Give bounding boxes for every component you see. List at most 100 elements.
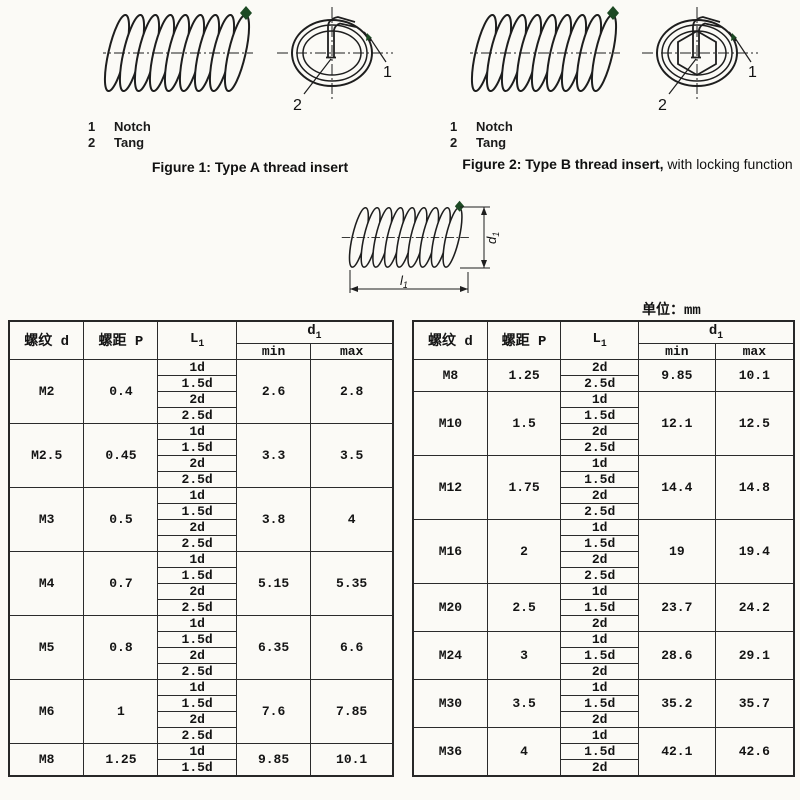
- table-row: 1.5d: [9, 502, 393, 520]
- length-cell: 1d: [560, 518, 640, 536]
- table-row: M4 0.7 1d 5.15 5.35: [8, 550, 394, 616]
- d1-max-cell: 5.35: [310, 550, 394, 616]
- legend-num: 1: [450, 119, 458, 134]
- table-row: 1.5d: [413, 694, 794, 712]
- d1-max-cell: 10.1: [310, 742, 394, 776]
- length-cell: 2.5d: [157, 470, 237, 488]
- length-cell: 1.5d: [157, 566, 237, 584]
- d1-max-cell: 29.1: [714, 630, 795, 680]
- length-cell: 1d: [157, 614, 237, 632]
- spec-table-left: 螺纹 d 螺距 P L1 d1 min max M2 0.4 1d 2.6 2.8 1.5…: [8, 320, 394, 777]
- length-cell: 1.5d: [560, 598, 640, 616]
- d1-max-cell: 12.5: [714, 390, 795, 456]
- table-row: M8 1.25 2d 9.85 10.1: [412, 358, 795, 392]
- length-cell: 1.5d: [157, 630, 237, 648]
- table-row: M36 4 1d 42.1 42.6: [412, 726, 795, 776]
- thread-cell: M20: [412, 582, 488, 632]
- d1-max-cell: 6.6: [310, 614, 394, 680]
- table-row: M5 0.8 1d 6.35 6.6: [8, 614, 394, 680]
- table-row: 2d: [413, 486, 794, 504]
- pitch-cell: 0.45: [83, 422, 159, 488]
- table-row: 2d: [413, 662, 794, 680]
- length-cell: 1.5d: [157, 438, 237, 456]
- spec-table-right: 螺纹 d 螺距 P L1 d1 min max M8 1.25 2d 9.85 10.1…: [412, 320, 795, 777]
- pitch-cell: 1.5: [486, 390, 562, 456]
- pitch-cell: 2: [486, 518, 562, 584]
- col-header-max: max: [310, 342, 394, 360]
- table-row: M8 1.25 1d 9.85 10.1: [8, 742, 394, 776]
- d1-min-cell: 14.4: [638, 454, 716, 520]
- table-row: 1.5d: [9, 758, 393, 776]
- table-row: M30 3.5 1d 35.2 35.7: [412, 678, 795, 728]
- length-cell: 1d: [157, 358, 237, 376]
- length-cell: 1d: [560, 678, 640, 696]
- length-cell: 2.5d: [157, 726, 237, 744]
- d1-max-cell: 35.7: [714, 678, 795, 728]
- table-row: M6 1 1d 7.6 7.85: [8, 678, 394, 744]
- pitch-cell: 1.75: [486, 454, 562, 520]
- table-row: 2d: [413, 614, 794, 632]
- length-cell: 2d: [560, 614, 640, 632]
- fig2-callout-notch-label: 1: [748, 64, 757, 81]
- length-cell: 1.5d: [560, 470, 640, 488]
- thread-cell: M2.5: [8, 422, 85, 488]
- length-cell: 2.5d: [560, 566, 640, 584]
- table-row: M2 0.4 1d 2.6 2.8: [8, 358, 394, 424]
- thread-cell: M2: [8, 358, 85, 424]
- dimension-figure-drawing: d1 l1: [340, 199, 501, 293]
- fig2-caption: Figure 2: Type B thread insert, with loc…: [455, 157, 800, 172]
- length-cell: 2d: [157, 582, 237, 600]
- dimension-arrowheads: [350, 207, 487, 292]
- length-cell: 1d: [560, 726, 640, 744]
- fig1-callout-notch-label: 1: [383, 64, 392, 81]
- table-row: M24 3 1d 28.6 29.1: [412, 630, 795, 680]
- length-cell: 2d: [157, 454, 237, 472]
- d1-max-cell: 4: [310, 486, 394, 552]
- length-cell: 2.5d: [157, 662, 237, 680]
- col-header-d1: d1: [638, 320, 795, 344]
- length-cell: 1.5d: [157, 694, 237, 712]
- length-cell: 2.5d: [157, 406, 237, 424]
- col-header-d1: d1: [235, 320, 394, 344]
- length-cell: 2d: [560, 710, 640, 728]
- col-header-length: L1: [560, 320, 640, 360]
- col-header-max: max: [714, 342, 795, 360]
- pitch-cell: 1.25: [83, 742, 159, 776]
- d1-min-cell: 23.7: [638, 582, 716, 632]
- d1-max-cell: 14.8: [714, 454, 795, 520]
- table-row: 1.5d: [413, 742, 794, 760]
- pitch-cell: 0.7: [83, 550, 159, 616]
- d1-min-cell: 5.15: [235, 550, 312, 616]
- pitch-cell: 0.8: [83, 614, 159, 680]
- fig2-caption-bold: Figure 2: Type B thread insert,: [462, 156, 664, 172]
- col-header-thread: 螺纹 d: [8, 320, 85, 360]
- fig2-coil-drawing: [470, 5, 620, 94]
- table-row: M10 1.5 1d 12.1 12.5: [412, 390, 795, 456]
- length-cell: 2d: [157, 646, 237, 664]
- legend-item: 1 Notch: [450, 119, 513, 135]
- spec-table-right-body: M8 1.25 2d 9.85 10.1 2.5d M10 1.5 1d 12.1 12.5 1.5d…: [412, 358, 795, 776]
- table-row: 2d: [413, 422, 794, 440]
- fig1-ring-drawing: 1 2: [276, 6, 394, 114]
- pitch-cell: 4: [486, 726, 562, 776]
- legend-num: 2: [450, 135, 458, 150]
- dimension-lines: [349, 206, 490, 293]
- length-cell: 1d: [560, 630, 640, 648]
- legend-label: Tang: [114, 135, 145, 150]
- length-cell: 2.5d: [560, 374, 640, 392]
- table-row: 2.5d: [9, 726, 393, 744]
- legend-label: Notch: [114, 119, 151, 134]
- table-row: M12 1.75 1d 14.4 14.8: [412, 454, 795, 520]
- dim-d1-label: d1: [484, 232, 501, 244]
- fig2-legend: 1 Notch 2 Tang: [450, 119, 513, 151]
- col-header-length: L1: [157, 320, 237, 360]
- col-header-pitch: 螺距 P: [83, 320, 159, 360]
- thread-cell: M8: [412, 358, 488, 392]
- fig2-callout-tang-label: 2: [658, 97, 667, 114]
- col-header-min: min: [235, 342, 312, 360]
- length-cell: 1.5d: [560, 534, 640, 552]
- length-cell: 2.5d: [157, 534, 237, 552]
- fig1-coil-drawing: [103, 5, 253, 94]
- d1-max-cell: 19.4: [714, 518, 795, 584]
